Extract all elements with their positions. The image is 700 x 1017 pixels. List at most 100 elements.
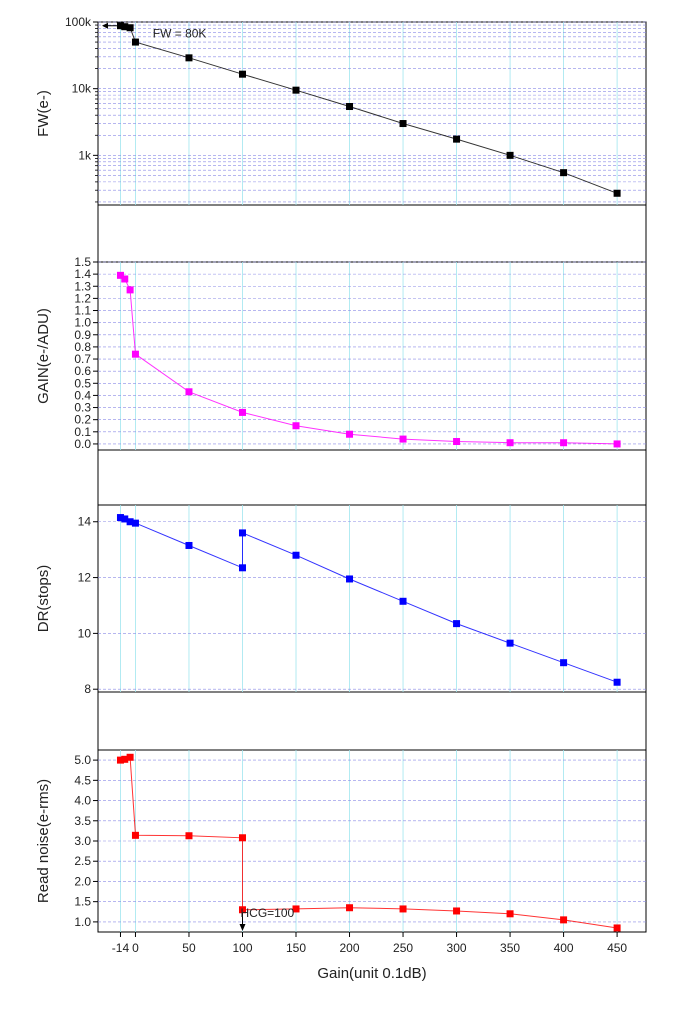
data-point	[506, 439, 514, 447]
x-tick-label: 350	[500, 941, 520, 955]
y-tick-label: 4.0	[74, 794, 91, 808]
y-tick-label: 5.0	[74, 753, 91, 767]
data-point	[126, 753, 134, 761]
data-point	[453, 907, 461, 915]
y-axis-title: GAIN(e-/ADU)	[35, 308, 52, 404]
y-tick-label: 0.4	[74, 388, 91, 402]
panel-3: 8 10 12 14 DR(stops)	[35, 504, 646, 696]
x-tick-label: 450	[607, 941, 627, 955]
y-tick-label: 10	[78, 626, 92, 640]
data-point	[121, 755, 129, 763]
data-point	[185, 54, 193, 62]
y-tick-label: 2.5	[74, 854, 91, 868]
data-point	[453, 620, 461, 628]
data-point	[121, 275, 129, 283]
data-point	[126, 286, 134, 294]
data-point	[238, 906, 246, 914]
data-point	[560, 916, 568, 924]
y-tick-label: 1.0	[74, 915, 91, 929]
data-point	[346, 904, 354, 912]
data-point	[238, 70, 246, 78]
data-point	[613, 924, 621, 932]
data-point	[560, 169, 568, 177]
series-line	[120, 274, 618, 445]
y-tick-label: 1.4	[74, 267, 91, 281]
data-point	[399, 435, 407, 443]
y-tick-label: 0.2	[74, 413, 91, 427]
data-point	[131, 38, 139, 46]
y-tick-label: 0.6	[74, 364, 91, 378]
y-tick-label: 1.0	[74, 316, 91, 330]
data-point	[238, 564, 246, 572]
data-point	[238, 834, 246, 842]
series-line	[120, 517, 618, 683]
data-point	[131, 831, 139, 839]
data-point	[613, 440, 621, 448]
y-tick-label: 100k	[65, 15, 92, 29]
data-point	[453, 135, 461, 143]
data-point	[126, 24, 134, 32]
y-tick-label: 0.1	[74, 425, 91, 439]
data-point	[346, 575, 354, 583]
x-tick-label: 0	[132, 941, 139, 955]
x-tick-label: 300	[447, 941, 467, 955]
y-tick-label: 0.7	[74, 352, 91, 366]
y-tick-label: 10k	[72, 82, 92, 96]
data-point	[126, 518, 134, 526]
y-tick-label: 3.5	[74, 814, 91, 828]
x-tick-label: 50	[182, 941, 196, 955]
annotation-fw: FW = 80K	[153, 27, 207, 41]
data-point	[116, 271, 124, 279]
y-tick-label: 1.1	[74, 304, 91, 318]
data-point	[238, 529, 246, 537]
data-point	[399, 120, 407, 128]
panel-1: 1k 10k 100k FW(e-) FW = 80K	[35, 15, 646, 206]
y-tick-label: 0.0	[74, 437, 91, 451]
data-point	[121, 23, 129, 31]
data-point	[560, 659, 568, 667]
data-point	[238, 408, 246, 416]
panel-2: 0.00.10.20.30.40.50.60.70.80.91.01.11.21…	[35, 255, 646, 451]
data-point	[399, 597, 407, 605]
x-axis-title: Gain(unit 0.1dB)	[317, 965, 426, 982]
panel-4: 1.0 1.5 2.0 2.5 3.0 3.5 4.0 4.5 5.0 Read noise(e-…	[35, 749, 646, 933]
data-point	[346, 103, 354, 111]
y-tick-label: 3.0	[74, 834, 91, 848]
y-tick-label: 4.5	[74, 773, 91, 787]
data-point	[560, 439, 568, 447]
y-tick-label: 2.0	[74, 874, 91, 888]
data-point	[453, 438, 461, 446]
data-point	[399, 905, 407, 913]
y-tick-label: 12	[78, 571, 92, 585]
data-point	[292, 422, 300, 430]
x-tick-label: 250	[393, 941, 413, 955]
x-tick-label: 400	[554, 941, 574, 955]
y-axis-title: Read noise(e-rms)	[35, 779, 52, 903]
data-point	[506, 910, 514, 918]
x-tick-label: -14	[112, 941, 130, 955]
y-tick-label: 1k	[78, 148, 92, 162]
y-tick-label: 1.5	[74, 255, 91, 269]
data-point	[346, 430, 354, 438]
y-axis-title: DR(stops)	[35, 565, 52, 633]
data-point	[292, 86, 300, 94]
annotation-hcg: HCG=100	[240, 906, 294, 920]
data-point	[131, 350, 139, 358]
data-point	[292, 551, 300, 559]
annotation-arrow-head	[102, 22, 108, 29]
y-tick-label: 1.5	[74, 895, 91, 909]
data-point	[506, 639, 514, 647]
y-axis-title: FW(e-)	[35, 90, 52, 137]
y-tick-label: 1.2	[74, 291, 91, 305]
y-tick-label: 0.5	[74, 376, 91, 390]
data-point	[185, 832, 193, 840]
y-tick-label: 0.9	[74, 328, 91, 342]
data-point	[506, 151, 514, 159]
data-point	[185, 541, 193, 549]
data-point	[131, 519, 139, 527]
y-tick-label: 1.3	[74, 279, 91, 293]
x-tick-label: 100	[232, 941, 252, 955]
series-line	[120, 25, 618, 194]
data-point	[613, 189, 621, 197]
data-point	[116, 756, 124, 764]
